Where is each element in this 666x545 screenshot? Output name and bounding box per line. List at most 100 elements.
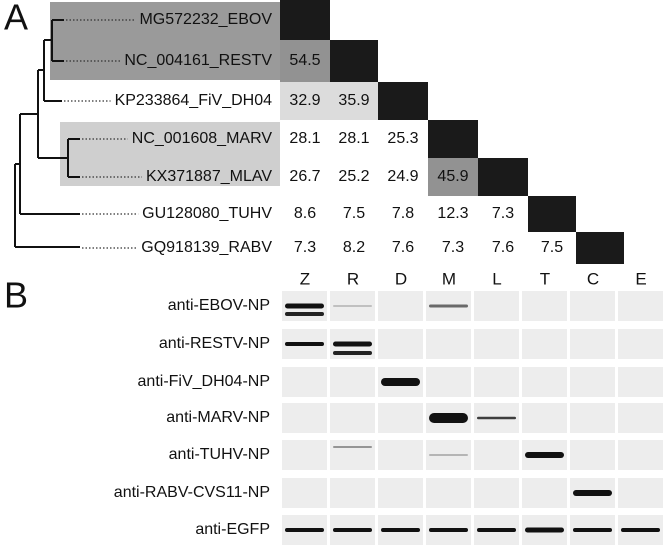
lane-label: M (442, 269, 456, 288)
blot-lane (618, 403, 663, 433)
matrix-cell (280, 196, 330, 232)
band (621, 528, 660, 532)
blot-lane (330, 367, 375, 397)
identity-value: 7.5 (541, 239, 563, 256)
matrix-cell (280, 158, 330, 196)
blot-lane (378, 403, 423, 433)
lane-label: L (492, 269, 501, 288)
blot-lane (426, 440, 471, 470)
band (333, 341, 372, 347)
band (381, 378, 420, 386)
band (285, 303, 324, 309)
antibody-label: anti-RABV-CVS11-NP (114, 484, 270, 501)
blot-lane (570, 440, 615, 470)
antibody-label: anti-TUHV-NP (169, 446, 270, 463)
lane-label: E (635, 269, 646, 288)
blot-lane (426, 367, 471, 397)
diagonal-cell (428, 120, 478, 158)
matrix-cell (330, 120, 378, 158)
band (429, 528, 468, 532)
blot-lane (522, 329, 567, 359)
band (573, 528, 612, 532)
matrix-cell (378, 158, 428, 196)
taxon-label: GQ918139_RABV (141, 239, 272, 256)
band (525, 452, 564, 458)
blot-lane (282, 478, 327, 508)
panel-label: B (4, 275, 28, 316)
lane-label: C (587, 269, 599, 288)
band (381, 528, 420, 532)
antibody-label: anti-FiV_DH04-NP (138, 373, 270, 390)
blot-lane (426, 478, 471, 508)
band (285, 528, 324, 532)
taxon-label: GU128080_TUHV (142, 205, 272, 222)
identity-value: 26.7 (289, 168, 320, 185)
identity-value: 45.9 (437, 168, 468, 185)
blot-lane (570, 291, 615, 321)
blot-lane (618, 478, 663, 508)
matrix-cell (378, 120, 428, 158)
blot-lane (618, 367, 663, 397)
identity-value: 7.5 (343, 205, 365, 222)
tree (14, 19, 80, 248)
blot-lane (474, 291, 519, 321)
blot-lane (570, 367, 615, 397)
blot-lane (474, 440, 519, 470)
diagonal-cell (576, 232, 624, 264)
blot-lane (330, 403, 375, 433)
identity-value: 8.6 (294, 205, 316, 222)
matrix-cell (478, 232, 528, 264)
identity-value: 7.3 (492, 205, 514, 222)
matrix-cell (378, 196, 428, 232)
identity-value: 12.3 (437, 205, 468, 222)
lane-label: D (395, 269, 407, 288)
blot-lane (330, 440, 375, 470)
band (573, 490, 612, 496)
identity-value: 24.9 (387, 168, 418, 185)
blot-lane (282, 367, 327, 397)
identity-value: 28.1 (338, 130, 369, 147)
antibody-label: anti-EGFP (195, 521, 270, 538)
blot-lane (282, 440, 327, 470)
band (333, 351, 372, 355)
diagonal-cell (478, 158, 528, 196)
clade-highlight (60, 122, 280, 186)
antibody-label: anti-MARV-NP (166, 409, 270, 426)
matrix-cell (478, 196, 528, 232)
blot-lane (474, 329, 519, 359)
identity-value: 7.8 (392, 205, 414, 222)
matrix-cell (330, 196, 378, 232)
band (429, 413, 468, 423)
branch (14, 163, 80, 248)
diagonal-cell (280, 0, 330, 40)
matrix-cell (528, 232, 576, 264)
matrix-cell (378, 232, 428, 264)
band (333, 305, 372, 307)
taxon-label: MG572232_EBOV (139, 11, 272, 28)
blot-lane (282, 403, 327, 433)
blot-lane (330, 291, 375, 321)
taxon-label: NC_001608_MARV (132, 130, 273, 147)
band (285, 342, 324, 346)
diagonal-cell (330, 40, 378, 82)
blot-lane (522, 403, 567, 433)
identity-value: 7.3 (294, 239, 316, 256)
panel-label: A (4, 0, 28, 38)
identity-value: 25.2 (338, 168, 369, 185)
band (477, 416, 516, 420)
diagonal-cell (378, 82, 428, 120)
taxon-label: KX371887_MLAV (146, 168, 272, 185)
matrix-cell (428, 158, 478, 196)
blot-lane (570, 329, 615, 359)
identity-value: 7.6 (392, 239, 414, 256)
matrix-cell (330, 232, 378, 264)
matrix-cell (280, 40, 330, 82)
identity-value: 7.6 (492, 239, 514, 256)
band (525, 527, 564, 533)
matrix-cell (428, 196, 478, 232)
blot-lane (426, 329, 471, 359)
band (477, 528, 516, 532)
identity-value: 54.5 (289, 52, 320, 69)
band (285, 312, 324, 316)
